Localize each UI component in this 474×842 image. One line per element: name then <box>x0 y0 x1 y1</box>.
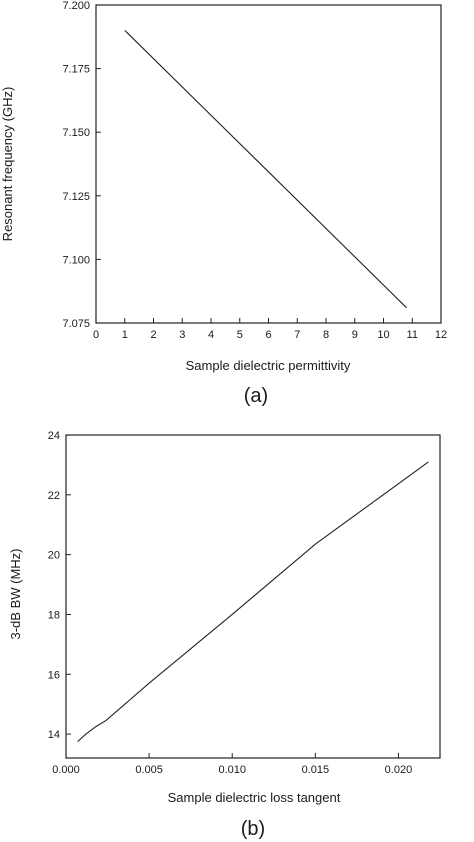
panel-a-x-ticks: 0 1 2 3 4 5 6 7 8 9 10 11 12 <box>93 318 447 341</box>
panel-b-y-tick-label: 20 <box>48 550 60 562</box>
panel-a-chart: 0 1 2 3 4 5 6 7 8 9 10 11 12 7.0757.1007.1257.1507.1… <box>0 0 447 407</box>
panel-a-y-tick-label: 7.075 <box>62 318 90 330</box>
panel-b-x-ticks: 0.000 0.005 0.010 0.015 0.020 <box>52 753 412 776</box>
panel-b-x-tick-label: 0.010 <box>218 764 246 776</box>
panel-b-y-tick-label: 24 <box>48 430 60 442</box>
panel-b-y-axis-title: 3-dB BW (MHz) <box>8 549 23 640</box>
panel-a-x-tick-label: 0 <box>93 329 99 341</box>
panel-a-x-tick-label: 12 <box>435 329 447 341</box>
panel-a-y-ticks: 7.075 7.100 7.125 7.150 7.175 7.200 <box>62 0 101 330</box>
panel-a-y-tick-label: 7.150 <box>62 127 90 139</box>
panel-a-y-tick-label: 7.100 <box>62 254 90 266</box>
panel-a-x-tick-label: 1 <box>122 329 128 341</box>
panel-b-chart: 0.000 0.005 0.010 0.015 0.020 14 16 18 20 22 24 S… <box>8 430 441 840</box>
panel-a-y-axis-title: Resonant frequency (GHz) <box>0 87 15 242</box>
panel-a-x-axis-title: Sample dielectric permittivity <box>186 358 351 373</box>
panel-b-series <box>77 461 429 743</box>
panel-a-x-tick-label: 3 <box>179 329 185 341</box>
panel-a-x-tick-label: 2 <box>150 329 156 341</box>
panel-a-y-tick-label: 7.175 <box>62 64 90 76</box>
panel-a-x-tick-label: 8 <box>323 329 329 341</box>
panel-a-series <box>124 30 407 309</box>
panel-b-x-tick-label: 0.000 <box>52 764 80 776</box>
panel-b-label: (b) <box>241 818 265 840</box>
panel-b-y-tick-label: 22 <box>48 490 60 502</box>
panel-b-x-tick-label: 0.015 <box>302 764 330 776</box>
panel-a-x-tick-label: 5 <box>237 329 243 341</box>
panel-b-plot-frame <box>65 434 441 759</box>
panel-b-x-tick-label: 0.005 <box>135 764 163 776</box>
panel-b-x-axis-title: Sample dielectric loss tangent <box>168 790 341 805</box>
panel-a-x-tick-label: 10 <box>377 329 389 341</box>
panel-b-data-line <box>77 461 429 743</box>
panel-b-y-ticks: 14 16 18 20 22 24 <box>48 430 71 741</box>
panel-a-x-tick-label: 9 <box>352 329 358 341</box>
panel-a-y-tick-label: 7.200 <box>62 0 90 12</box>
panel-a-data-line <box>124 30 407 309</box>
panel-b-x-tick-label: 0.020 <box>385 764 413 776</box>
panel-a-x-tick-label: 4 <box>208 329 214 341</box>
panel-b-y-tick-label: 14 <box>48 729 60 741</box>
panel-a-x-tick-label: 6 <box>265 329 271 341</box>
panel-a-x-tick-label: 7 <box>294 329 300 341</box>
panel-a-x-tick-label: 11 <box>407 329 418 341</box>
panel-b-y-tick-label: 18 <box>48 609 60 621</box>
panel-a-y-tick-label: 7.125 <box>62 191 90 203</box>
panel-b-y-tick-label: 16 <box>48 669 60 681</box>
panel-a-label: (a) <box>244 385 268 407</box>
